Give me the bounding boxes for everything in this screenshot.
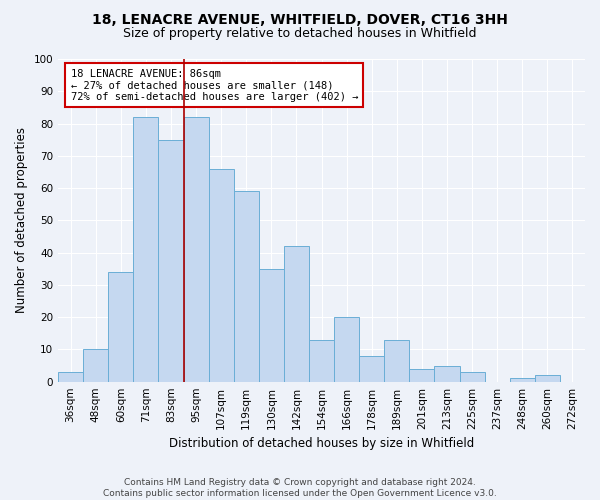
Bar: [184, 117, 209, 382]
Bar: [334, 317, 359, 382]
Y-axis label: Number of detached properties: Number of detached properties: [15, 128, 28, 314]
Bar: [535, 375, 560, 382]
Text: Size of property relative to detached houses in Whitfield: Size of property relative to detached ho…: [123, 28, 477, 40]
Bar: [259, 268, 284, 382]
Bar: [460, 372, 485, 382]
Bar: [284, 246, 309, 382]
Text: 18, LENACRE AVENUE, WHITFIELD, DOVER, CT16 3HH: 18, LENACRE AVENUE, WHITFIELD, DOVER, CT…: [92, 12, 508, 26]
Bar: [83, 350, 108, 382]
Bar: [409, 369, 434, 382]
Bar: [233, 192, 259, 382]
Bar: [384, 340, 409, 382]
Bar: [209, 168, 233, 382]
Bar: [434, 366, 460, 382]
X-axis label: Distribution of detached houses by size in Whitfield: Distribution of detached houses by size …: [169, 437, 474, 450]
Bar: [108, 272, 133, 382]
Bar: [510, 378, 535, 382]
Bar: [158, 140, 184, 382]
Bar: [309, 340, 334, 382]
Text: 18 LENACRE AVENUE: 86sqm
← 27% of detached houses are smaller (148)
72% of semi-: 18 LENACRE AVENUE: 86sqm ← 27% of detach…: [71, 68, 358, 102]
Text: Contains HM Land Registry data © Crown copyright and database right 2024.
Contai: Contains HM Land Registry data © Crown c…: [103, 478, 497, 498]
Bar: [58, 372, 83, 382]
Bar: [133, 117, 158, 382]
Bar: [359, 356, 384, 382]
